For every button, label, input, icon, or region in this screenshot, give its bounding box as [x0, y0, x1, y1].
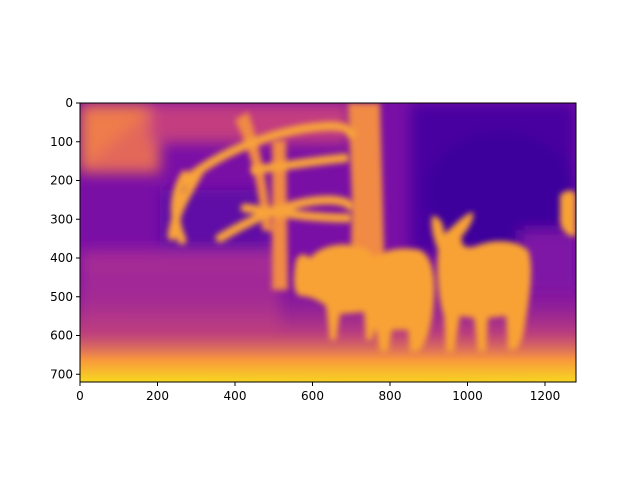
y-axis: 0 100 200 300 400 500 600 700	[50, 96, 80, 381]
y-tick-label: 400	[50, 251, 73, 265]
y-tick-label: 100	[50, 135, 73, 149]
heatmap-image	[80, 103, 620, 460]
x-tick-label: 200	[146, 389, 169, 403]
x-axis: 0 200 400 600 800 1000 1200	[76, 382, 560, 403]
x-tick-label: 0	[76, 389, 84, 403]
y-tick-label: 200	[50, 174, 73, 188]
y-tick-label: 600	[50, 329, 73, 343]
y-tick-label: 700	[50, 367, 73, 381]
y-tick-label: 0	[65, 96, 73, 110]
x-tick-label: 1000	[452, 389, 483, 403]
x-tick-label: 800	[379, 389, 402, 403]
x-tick-label: 1200	[530, 389, 561, 403]
x-tick-label: 600	[301, 389, 324, 403]
y-tick-label: 300	[50, 212, 73, 226]
x-tick-label: 400	[224, 389, 247, 403]
y-tick-label: 500	[50, 290, 73, 304]
